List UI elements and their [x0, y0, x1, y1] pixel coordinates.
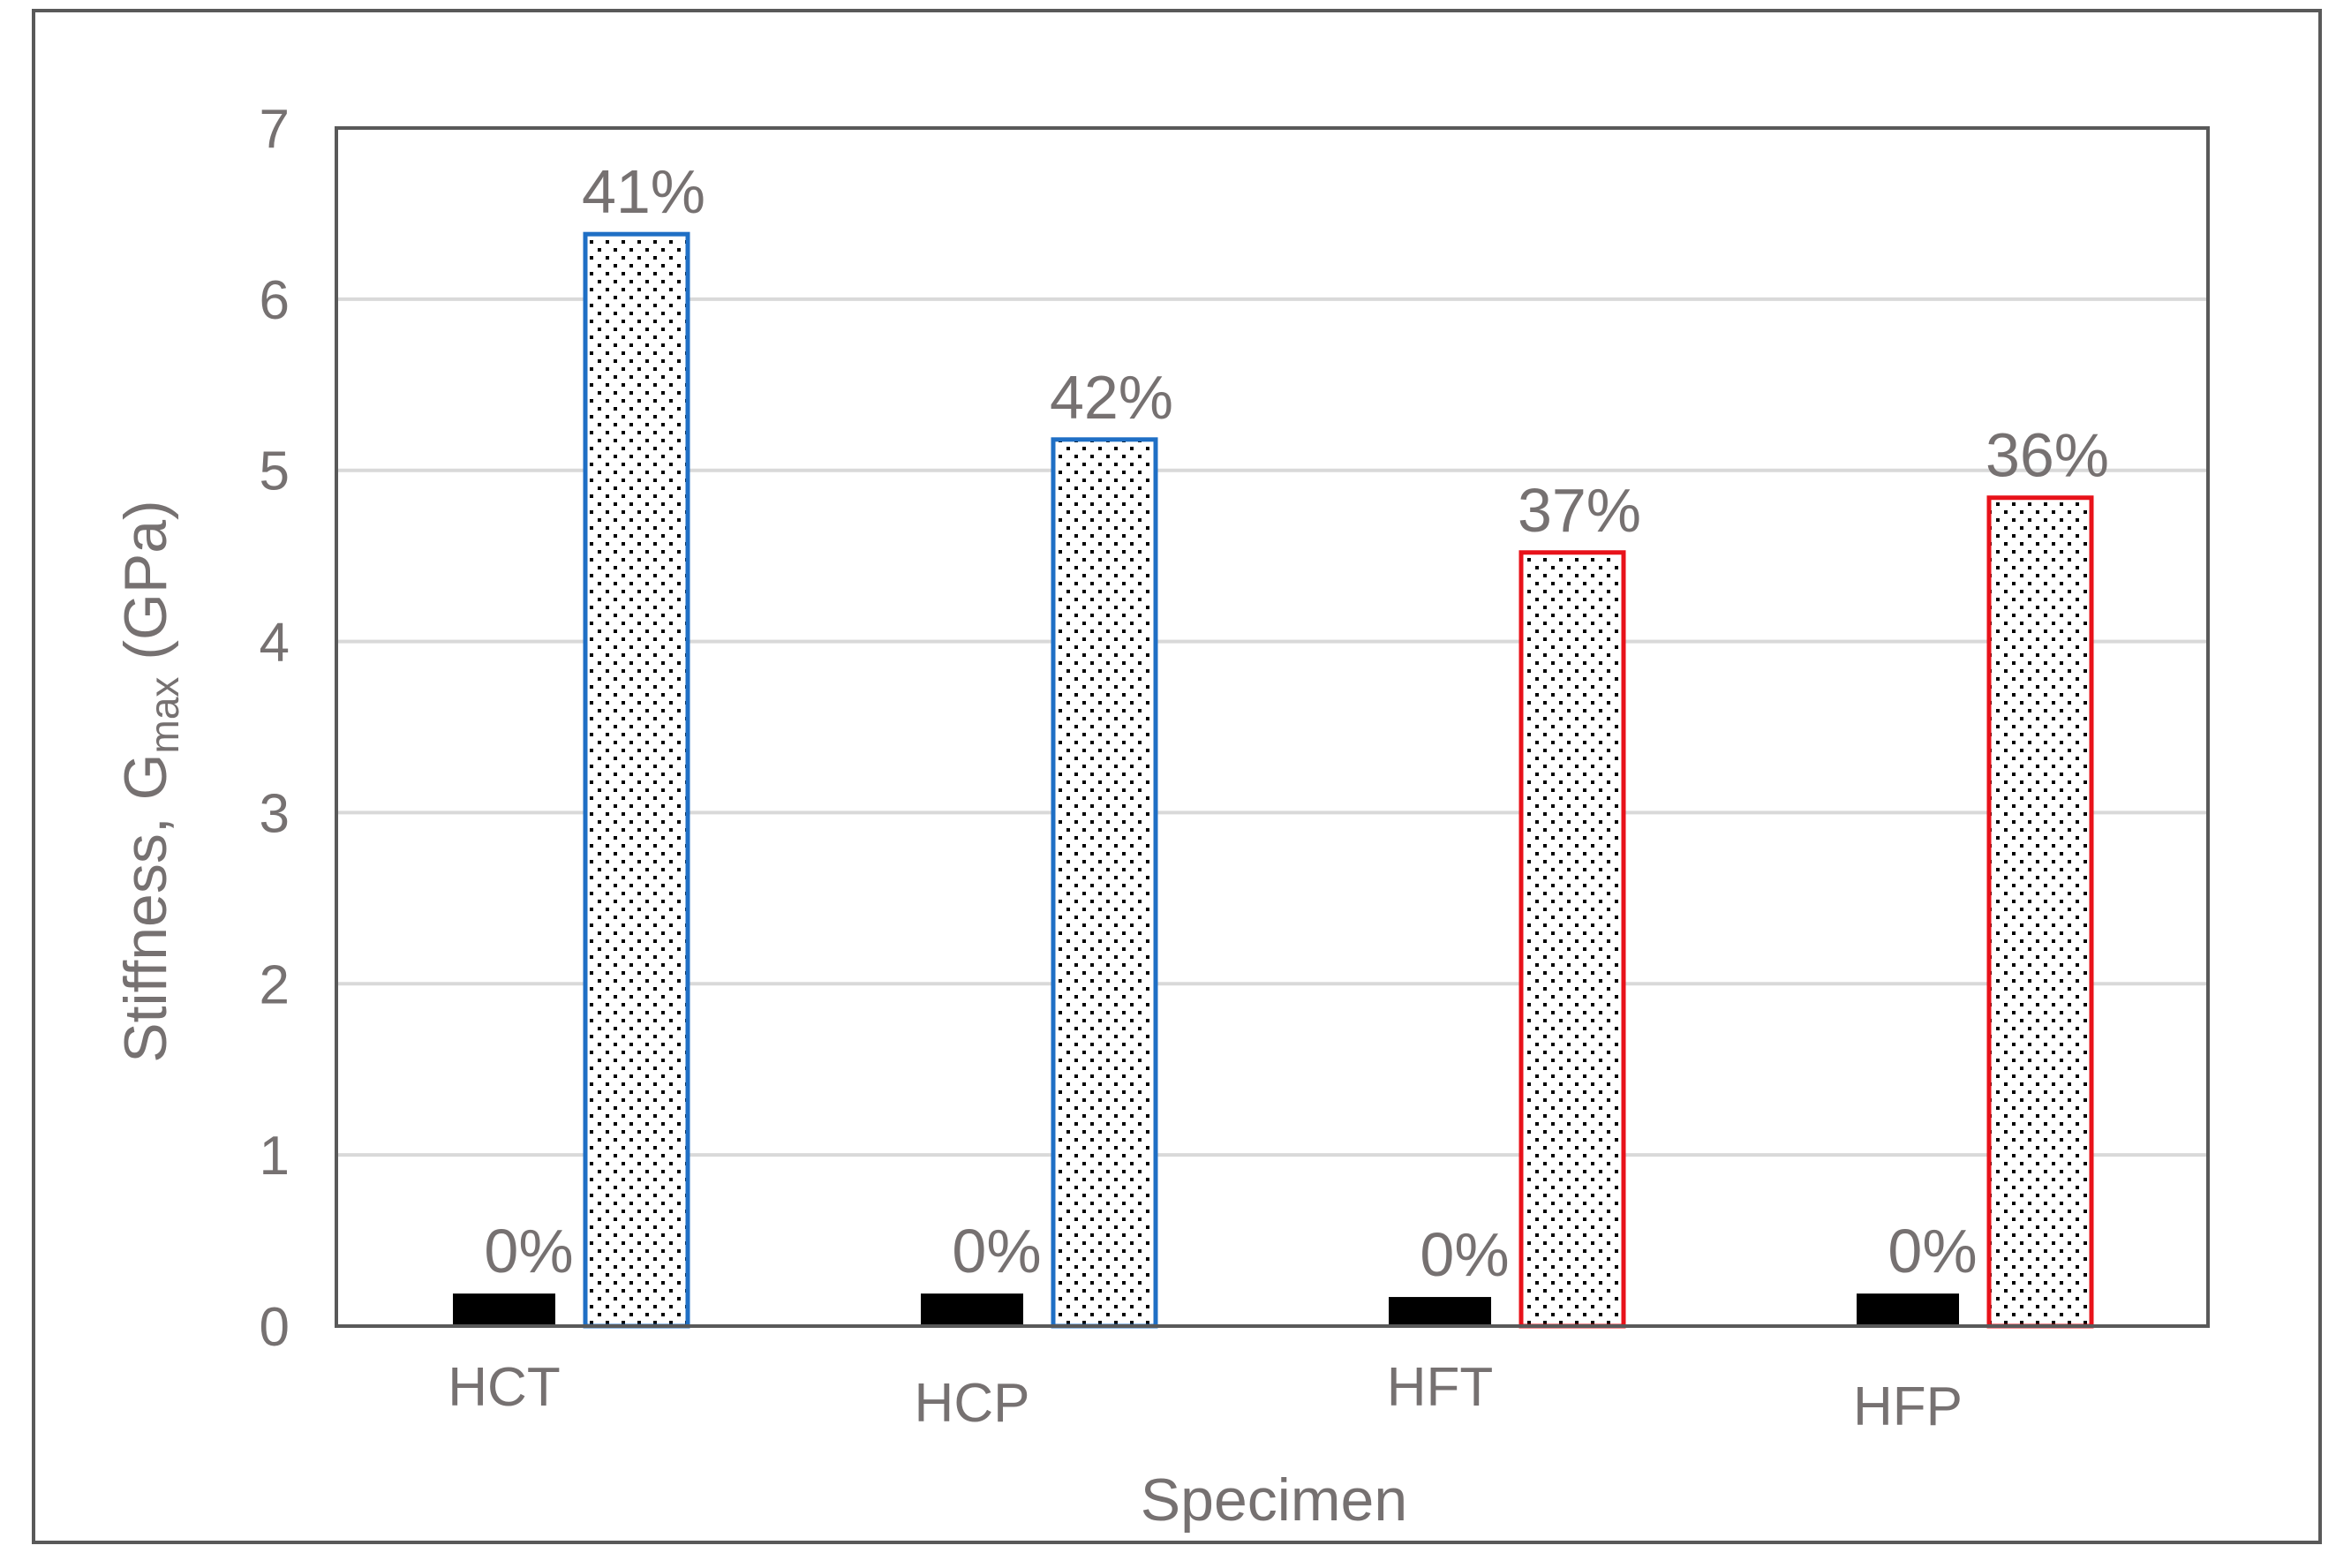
x-axis-title: Specimen — [1141, 1466, 1407, 1534]
y-tick-label: 1 — [260, 1126, 290, 1187]
bar-solid-hfp — [1857, 1293, 1959, 1326]
x-category-label: HCT — [448, 1357, 560, 1418]
y-tick-labels: 0 1 2 3 4 5 6 7 — [260, 99, 290, 1358]
y-tick-label: 6 — [260, 270, 290, 331]
x-category-label: HFT — [1387, 1357, 1494, 1418]
plot-area-frame — [335, 126, 2210, 1328]
data-label: 0% — [1420, 1220, 1509, 1289]
data-label: 0% — [952, 1217, 1041, 1285]
y-axis-title: Stiffness, Gmax (GPa) — [112, 500, 187, 1062]
x-category-label: HCP — [915, 1373, 1030, 1434]
bar-dotted-hcp — [1051, 437, 1158, 1329]
bar-dotted-hfp — [1986, 495, 2094, 1329]
y-tick-label: 4 — [260, 613, 290, 674]
data-label: 36% — [1986, 421, 2109, 490]
data-label: 0% — [484, 1217, 573, 1285]
data-label: 37% — [1518, 476, 1641, 545]
bar-solid-hcp — [921, 1293, 1023, 1326]
data-label: 0% — [1888, 1217, 1977, 1285]
bar-dotted-hct — [583, 231, 690, 1329]
y-axis-title-suffix: (GPa) — [112, 500, 179, 676]
outer-frame — [32, 9, 2322, 1544]
data-labels: 0% 41% 0% 42% 0% 37% 0% 36% — [484, 157, 2109, 1289]
x-category-label: HFP — [1853, 1376, 1963, 1437]
bar-dotted-hft — [1518, 550, 1626, 1329]
x-category-labels: HCT HCP HFT HFP — [448, 1357, 1963, 1437]
data-label: 42% — [1050, 363, 1173, 432]
y-tick-label: 2 — [260, 954, 290, 1015]
y-tick-label: 7 — [260, 99, 290, 160]
bar-solid-hft — [1389, 1297, 1491, 1326]
bar-solid-hct — [453, 1293, 555, 1326]
data-label: 41% — [582, 157, 705, 226]
y-tick-label: 3 — [260, 783, 290, 844]
bars — [453, 231, 2094, 1329]
y-tick-label: 0 — [260, 1297, 290, 1358]
y-axis-title-subscript: max — [141, 677, 187, 754]
y-tick-label: 5 — [260, 441, 290, 502]
y-axis-title-main: Stiffness, G — [112, 753, 179, 1062]
